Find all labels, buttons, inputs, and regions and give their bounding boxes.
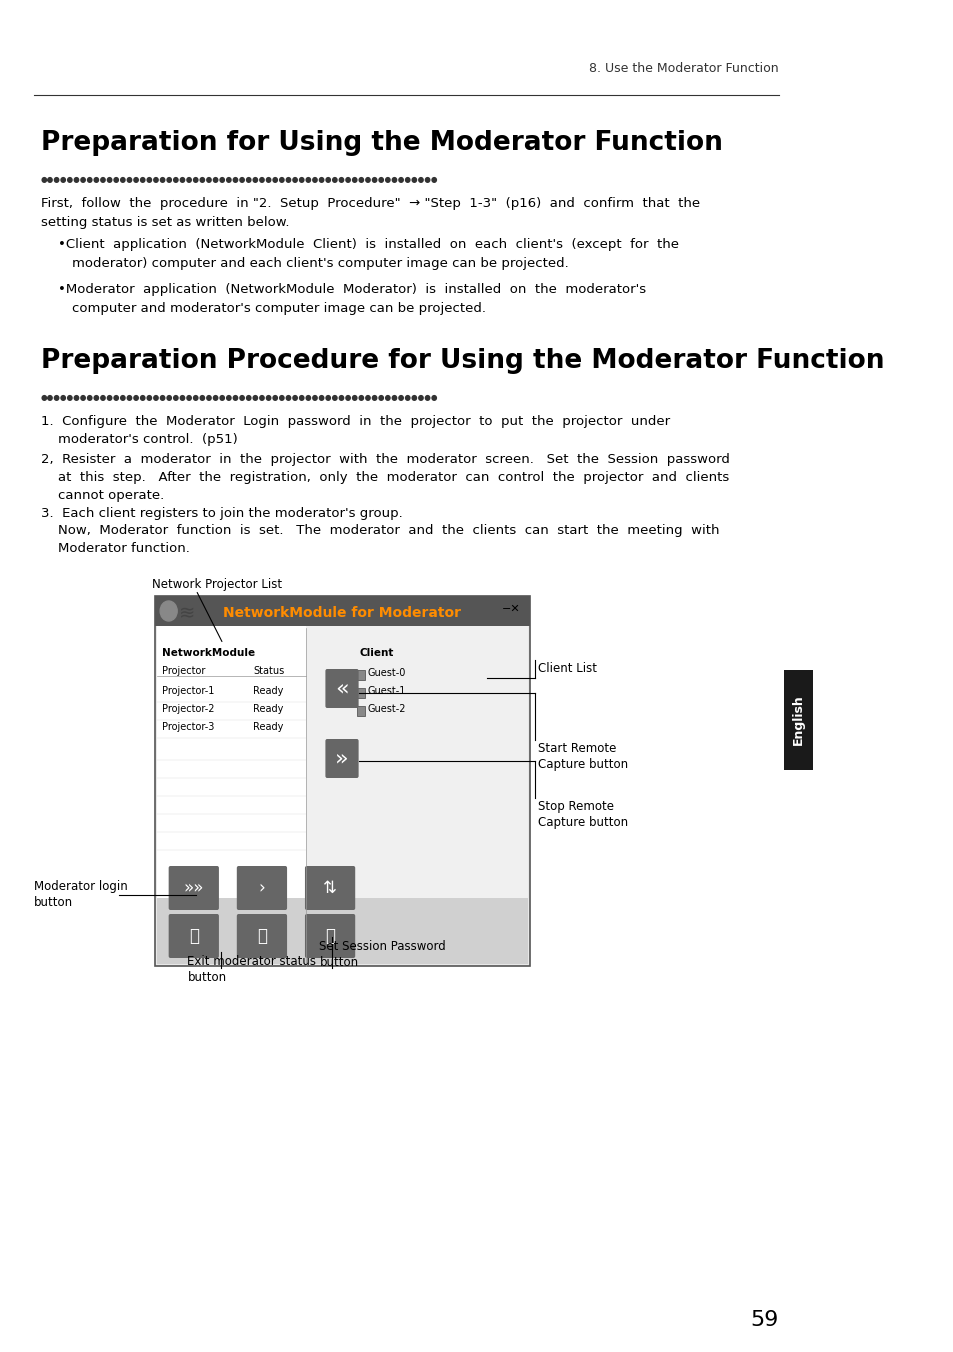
Text: setting status is set as written below.: setting status is set as written below. — [41, 216, 289, 228]
Text: −✕: −✕ — [501, 604, 520, 614]
Text: Set Session Password
button: Set Session Password button — [319, 940, 446, 969]
FancyBboxPatch shape — [155, 596, 529, 965]
Bar — [356, 688, 365, 698]
Text: 👤: 👤 — [189, 927, 198, 945]
Text: Network Projector List: Network Projector List — [152, 579, 281, 591]
Text: Guest-2: Guest-2 — [368, 704, 406, 714]
Bar — [156, 626, 528, 964]
Text: Ready: Ready — [253, 685, 283, 696]
Text: ●●●●●●●●●●●●●●●●●●●●●●●●●●●●●●●●●●●●●●●●●●●●●●●●●●●●●●●●●●●●: ●●●●●●●●●●●●●●●●●●●●●●●●●●●●●●●●●●●●●●●●… — [41, 393, 438, 402]
Bar — [156, 626, 306, 964]
Text: Client: Client — [359, 648, 394, 658]
Bar — [155, 596, 529, 626]
FancyBboxPatch shape — [236, 867, 287, 910]
Text: ›: › — [258, 879, 265, 896]
FancyBboxPatch shape — [169, 914, 218, 959]
Text: cannot operate.: cannot operate. — [58, 489, 164, 502]
Text: Preparation Procedure for Using the Moderator Function: Preparation Procedure for Using the Mode… — [41, 347, 883, 375]
FancyBboxPatch shape — [236, 914, 287, 959]
Text: 3.  Each client registers to join the moderator's group.: 3. Each client registers to join the mod… — [41, 507, 402, 521]
Text: Projector-3: Projector-3 — [162, 722, 214, 731]
Text: Status: Status — [253, 667, 284, 676]
Text: moderator's control.  (p51): moderator's control. (p51) — [58, 433, 237, 446]
Text: Moderator login
button: Moderator login button — [34, 880, 128, 909]
Text: Client List: Client List — [537, 662, 597, 675]
Text: 🚪: 🚪 — [256, 927, 267, 945]
Text: »: » — [335, 749, 349, 768]
FancyBboxPatch shape — [169, 867, 218, 910]
Text: 2,  Resister  a  moderator  in  the  projector  with  the  moderator  screen.   : 2, Resister a moderator in the projector… — [41, 453, 729, 466]
Text: Projector-1: Projector-1 — [162, 685, 214, 696]
Text: Projector: Projector — [162, 667, 205, 676]
Text: Preparation for Using the Moderator Function: Preparation for Using the Moderator Func… — [41, 130, 722, 155]
Text: ●●●●●●●●●●●●●●●●●●●●●●●●●●●●●●●●●●●●●●●●●●●●●●●●●●●●●●●●●●●●: ●●●●●●●●●●●●●●●●●●●●●●●●●●●●●●●●●●●●●●●●… — [41, 174, 438, 184]
Text: computer and moderator's computer image can be projected.: computer and moderator's computer image … — [72, 301, 486, 315]
Text: Ready: Ready — [253, 704, 283, 714]
FancyBboxPatch shape — [325, 669, 358, 708]
FancyBboxPatch shape — [305, 867, 355, 910]
Text: Ready: Ready — [253, 722, 283, 731]
Bar — [356, 671, 365, 680]
Text: «: « — [335, 679, 349, 699]
Text: Now,  Moderator  function  is  set.   The  moderator  and  the  clients  can  st: Now, Moderator function is set. The mode… — [58, 525, 719, 537]
Text: Guest-1: Guest-1 — [368, 685, 406, 696]
Text: English: English — [791, 695, 803, 745]
Text: 59: 59 — [749, 1310, 778, 1330]
Text: Projector-2: Projector-2 — [162, 704, 214, 714]
FancyBboxPatch shape — [325, 740, 358, 777]
Text: ⇅: ⇅ — [323, 879, 336, 896]
Text: »»: »» — [183, 879, 204, 896]
Circle shape — [160, 602, 177, 621]
Text: Start Remote
Capture button: Start Remote Capture button — [537, 742, 628, 771]
Bar — [156, 898, 528, 964]
Text: Guest-0: Guest-0 — [368, 668, 406, 677]
Text: moderator) computer and each client's computer image can be projected.: moderator) computer and each client's co… — [72, 257, 569, 270]
Text: ≋: ≋ — [179, 604, 195, 623]
Text: Stop Remote
Capture button: Stop Remote Capture button — [537, 800, 628, 829]
Bar — [356, 706, 365, 717]
Text: Exit moderator status
button: Exit moderator status button — [187, 955, 316, 984]
Text: 8. Use the Moderator Function: 8. Use the Moderator Function — [588, 62, 778, 74]
Text: 1.  Configure  the  Moderator  Login  password  in  the  projector  to  put  the: 1. Configure the Moderator Login passwor… — [41, 415, 669, 429]
Text: at  this  step.   After  the  registration,  only  the  moderator  can  control : at this step. After the registration, on… — [58, 470, 728, 484]
Bar — [782, 671, 812, 771]
FancyBboxPatch shape — [305, 914, 355, 959]
Text: •Client  application  (NetworkModule  Client)  is  installed  on  each  client's: •Client application (NetworkModule Clien… — [58, 238, 679, 251]
Text: First,  follow  the  procedure  in "2.  Setup  Procedure"  → "Step  1-3"  (p16) : First, follow the procedure in "2. Setup… — [41, 197, 700, 210]
Text: •Moderator  application  (NetworkModule  Moderator)  is  installed  on  the  mod: •Moderator application (NetworkModule Mo… — [58, 283, 645, 296]
Text: NetworkModule: NetworkModule — [162, 648, 254, 658]
Text: 🔑: 🔑 — [325, 927, 335, 945]
Text: Moderator function.: Moderator function. — [58, 542, 190, 556]
Text: NetworkModule for Moderator: NetworkModule for Moderator — [223, 606, 461, 621]
